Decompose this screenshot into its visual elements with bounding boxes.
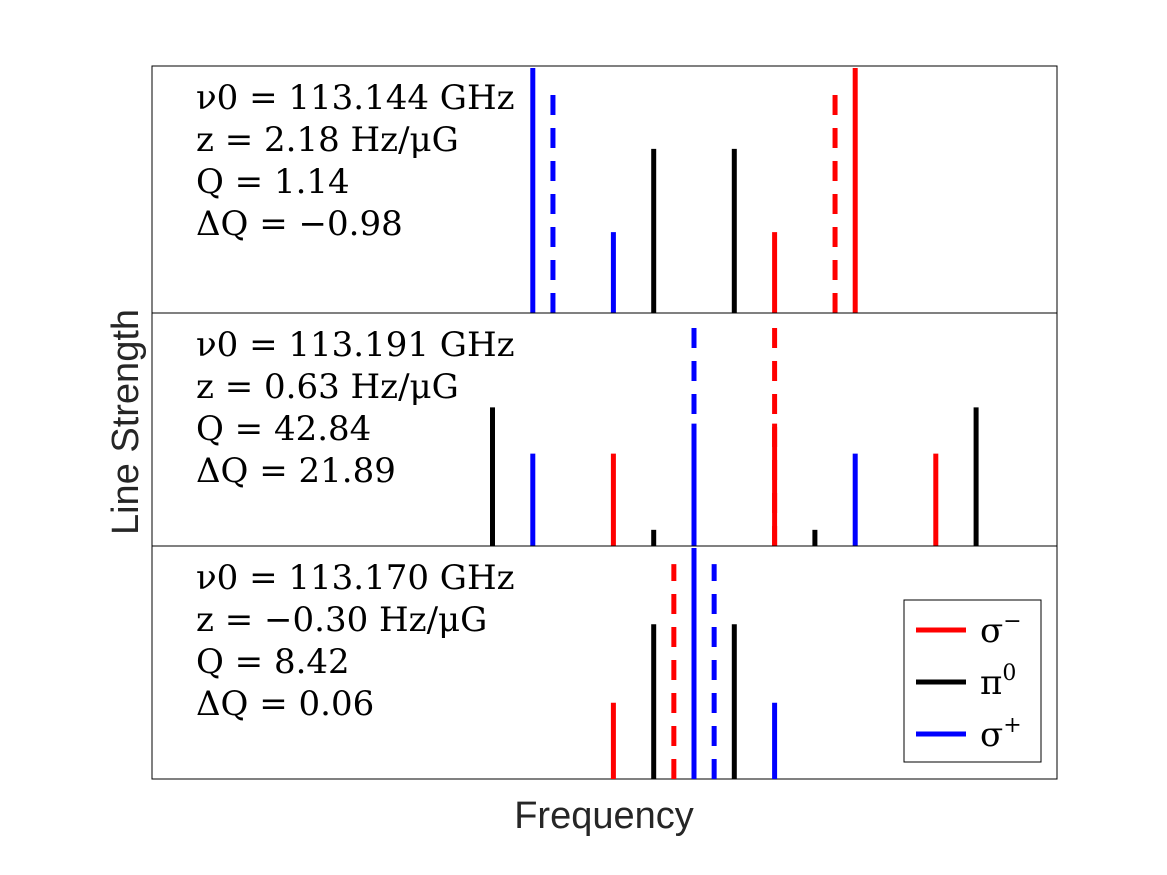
panel-annotation: Q = 8.42 — [196, 642, 350, 682]
legend-superscript: 0 — [1002, 661, 1016, 686]
legend-label-pi0: π0 — [980, 661, 1016, 703]
panel-annotation: z = 2.18 Hz/μG — [196, 120, 459, 160]
panel-annotation: z = 0.63 Hz/μG — [196, 367, 459, 407]
panel-annotation: ΔQ = 0.06 — [196, 684, 374, 724]
panel-annotation: Q = 42.84 — [196, 409, 371, 449]
legend-superscript: + — [1003, 713, 1021, 738]
panel-annotation: ν0 = 113.191 GHz — [196, 325, 515, 365]
legend-symbol: π — [980, 663, 1002, 703]
legend: σ−π0σ+ — [903, 599, 1042, 763]
y-axis-label: Line Strength — [105, 309, 147, 535]
legend-symbol: σ — [980, 611, 1003, 651]
legend-superscript: − — [1003, 609, 1021, 634]
panel-annotation: ν0 = 113.144 GHz — [196, 78, 515, 118]
panel-annotation: ν0 = 113.170 GHz — [196, 558, 515, 598]
legend-symbol: σ — [980, 715, 1003, 755]
legend-label-sigma-plus: σ+ — [980, 713, 1022, 755]
panel-annotation: Q = 1.14 — [196, 162, 350, 202]
panel-annotation: z = −0.30 Hz/μG — [196, 600, 487, 640]
x-axis-label: Frequency — [514, 795, 694, 837]
legend-label-sigma-minus: σ− — [980, 609, 1022, 651]
panel-annotation: ΔQ = 21.89 — [196, 451, 396, 491]
panel-frame — [151, 545, 1058, 780]
panel-annotation: ΔQ = −0.98 — [196, 204, 403, 244]
